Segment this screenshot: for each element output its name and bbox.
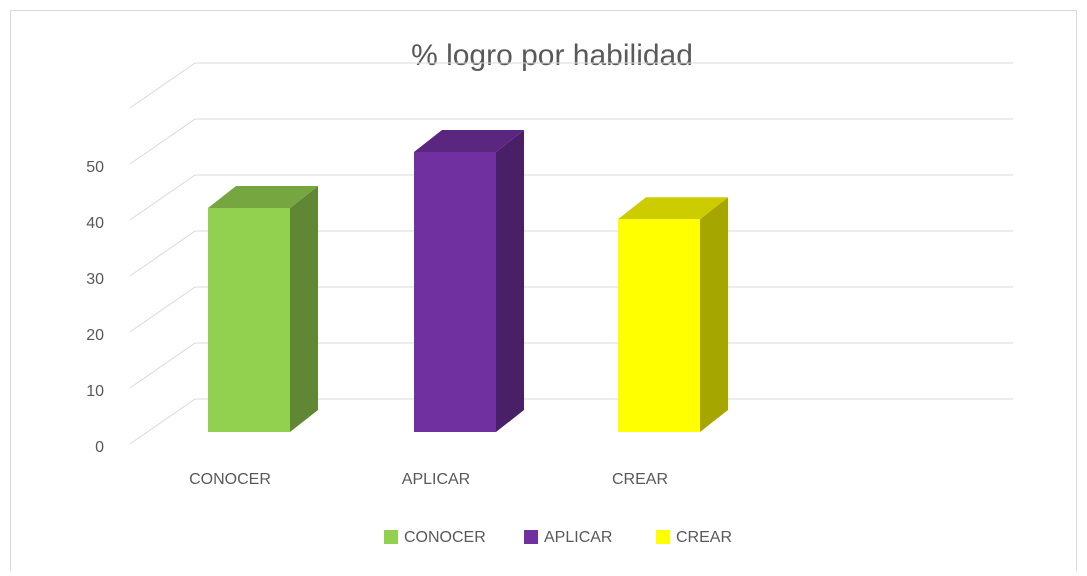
y-tick-label: 50	[86, 159, 104, 176]
x-tick-label: APLICAR	[402, 471, 470, 488]
bar-side	[290, 186, 318, 432]
legend-swatch	[524, 530, 538, 544]
legend-label: CREAR	[676, 529, 732, 546]
legend-label: CONOCER	[404, 529, 486, 546]
x-tick-label: CONOCER	[189, 471, 271, 488]
grid-line	[129, 342, 1013, 389]
grid-line	[129, 118, 1013, 165]
x-tick-label: CREAR	[612, 471, 668, 488]
bar	[618, 219, 700, 432]
y-tick-label: 10	[86, 383, 104, 400]
grid-line	[129, 398, 1013, 445]
y-tick-label: 20	[86, 327, 104, 344]
legend-swatch	[384, 530, 398, 544]
legend-label: APLICAR	[544, 529, 612, 546]
bar-top	[208, 186, 318, 208]
legend-swatch	[656, 530, 670, 544]
y-tick-label: 30	[86, 271, 104, 288]
wall-edge	[129, 62, 1013, 109]
bar-top	[618, 197, 728, 220]
chart-title: % logro por habilidad	[411, 39, 693, 72]
chart-border	[10, 10, 1077, 576]
grid-line	[129, 174, 1013, 221]
y-tick-label: 0	[95, 439, 104, 456]
grid-line	[129, 230, 1013, 277]
bar-side	[496, 130, 524, 432]
bar-top	[414, 130, 524, 152]
bar-side	[700, 197, 728, 432]
bar	[414, 152, 496, 432]
y-tick-label: 40	[86, 215, 104, 232]
bar	[208, 208, 290, 432]
grid-line	[129, 286, 1013, 333]
